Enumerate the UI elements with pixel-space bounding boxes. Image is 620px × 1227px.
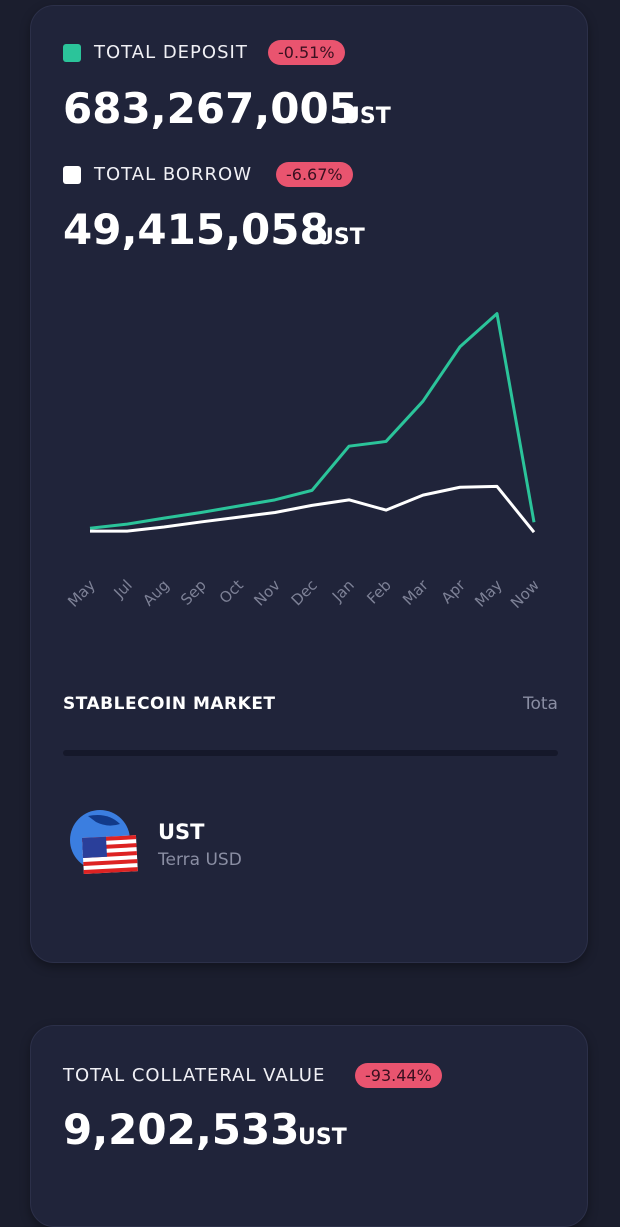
asset-icon — [70, 810, 138, 874]
collateral-card — [30, 1025, 588, 1227]
page: TOTAL DEPOSIT -0.51% 683,267,005 UST TOT… — [30, 5, 588, 1227]
amount: 683,267,005 — [63, 84, 358, 133]
chart: May Jul Aug Sep Oct Nov Dec Jan Feb Mar Apr May Now — [64, 312, 543, 612]
column-header: Tota — [523, 694, 558, 714]
x-tick-label: Now — [507, 576, 543, 612]
change-badge: -6.67% — [276, 162, 353, 187]
amount: 49,415,058 — [63, 205, 329, 254]
x-tick-label: Nov — [250, 576, 284, 610]
change-badge: -0.51% — [268, 40, 345, 65]
x-tick-label: Feb — [363, 576, 395, 608]
legend-label: TOTAL DEPOSIT — [94, 42, 248, 63]
x-tick-label: Sep — [177, 576, 210, 609]
section-title: STABLECOIN MARKET — [63, 694, 276, 714]
x-tick-label: Apr — [438, 576, 470, 608]
x-tick-label: Oct — [216, 576, 247, 607]
x-tick-label: Mar — [399, 576, 432, 609]
x-tick-label: Dec — [288, 576, 321, 609]
x-tick-label: Jan — [328, 576, 358, 606]
x-tick-label: Jul — [110, 576, 136, 602]
series-line — [90, 484, 536, 534]
legend-swatch — [63, 166, 81, 184]
unit: UST — [316, 225, 365, 250]
unit: UST — [342, 104, 391, 129]
unit: UST — [298, 1125, 347, 1150]
x-tick-label: Aug — [139, 576, 172, 609]
amount: 9,202,533 — [63, 1105, 300, 1154]
asset-name: Terra USD — [158, 850, 242, 870]
legend-swatch — [63, 44, 81, 62]
change-badge: -93.44% — [355, 1063, 442, 1088]
series-line — [89, 312, 536, 530]
collateral-label: TOTAL COLLATERAL VALUE — [63, 1065, 326, 1086]
x-tick-label: May — [471, 576, 506, 611]
asset-symbol: UST — [158, 820, 205, 844]
legend-label: TOTAL BORROW — [94, 164, 253, 185]
x-tick-label: May — [64, 576, 99, 611]
scrollbar — [63, 750, 558, 756]
